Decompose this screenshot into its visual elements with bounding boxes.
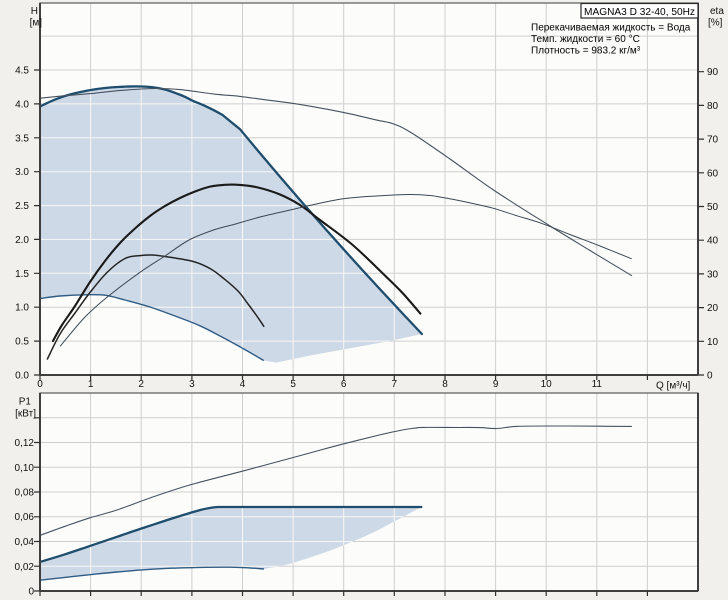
svg-text:0.5: 0.5 (15, 337, 29, 348)
svg-text:10: 10 (541, 379, 553, 390)
svg-text:[%]: [%] (708, 18, 723, 29)
svg-text:20: 20 (707, 303, 719, 314)
svg-text:1.5: 1.5 (15, 269, 29, 280)
svg-text:0: 0 (28, 587, 34, 598)
svg-text:2.5: 2.5 (15, 201, 29, 212)
svg-text:MAGNA3 D 32-40, 50Hz: MAGNA3 D 32-40, 50Hz (584, 7, 695, 18)
svg-text:7: 7 (392, 379, 398, 390)
svg-text:4.0: 4.0 (15, 99, 29, 110)
svg-text:0: 0 (707, 371, 713, 382)
svg-text:4: 4 (240, 379, 246, 390)
svg-text:Плотность = 983.2 кг/м³: Плотность = 983.2 кг/м³ (531, 46, 641, 57)
svg-text:30: 30 (707, 269, 719, 280)
svg-text:2.0: 2.0 (15, 235, 29, 246)
svg-text:P1: P1 (19, 397, 32, 408)
svg-text:Темп. жидкости = 60 °C: Темп. жидкости = 60 °C (531, 34, 640, 45)
svg-text:Q [м³/ч]: Q [м³/ч] (656, 381, 691, 392)
svg-text:3: 3 (189, 379, 195, 390)
svg-text:0,02: 0,02 (15, 562, 35, 573)
svg-text:40: 40 (707, 236, 719, 247)
svg-text:3.5: 3.5 (15, 133, 29, 144)
svg-text:0.0: 0.0 (15, 371, 29, 382)
svg-text:1.0: 1.0 (15, 303, 29, 314)
svg-text:8: 8 (442, 379, 448, 390)
svg-text:4.5: 4.5 (15, 66, 29, 77)
svg-text:eta: eta (710, 6, 724, 17)
svg-text:5: 5 (290, 379, 296, 390)
svg-text:6: 6 (341, 379, 347, 390)
svg-text:0,12: 0,12 (15, 438, 35, 449)
svg-text:Перекачиваемая жидкость = Вода: Перекачиваемая жидкость = Вода (531, 23, 691, 34)
svg-text:80: 80 (707, 101, 719, 112)
svg-text:[м]: [м] (30, 18, 43, 29)
svg-text:0,10: 0,10 (15, 463, 35, 474)
svg-text:60: 60 (707, 168, 719, 179)
svg-text:[кВт]: [кВт] (15, 409, 36, 420)
svg-text:H: H (31, 6, 38, 17)
svg-text:0,06: 0,06 (15, 512, 35, 523)
svg-text:10: 10 (707, 337, 719, 348)
svg-text:90: 90 (707, 67, 719, 78)
svg-text:9: 9 (493, 379, 499, 390)
svg-text:50: 50 (707, 202, 719, 213)
svg-text:11: 11 (592, 379, 603, 390)
svg-text:1: 1 (88, 379, 94, 390)
svg-text:0: 0 (37, 379, 43, 390)
svg-text:0,04: 0,04 (15, 537, 35, 548)
svg-text:3.0: 3.0 (15, 167, 29, 178)
svg-text:2: 2 (138, 379, 144, 390)
svg-text:70: 70 (707, 135, 719, 146)
svg-text:0,08: 0,08 (15, 488, 35, 499)
